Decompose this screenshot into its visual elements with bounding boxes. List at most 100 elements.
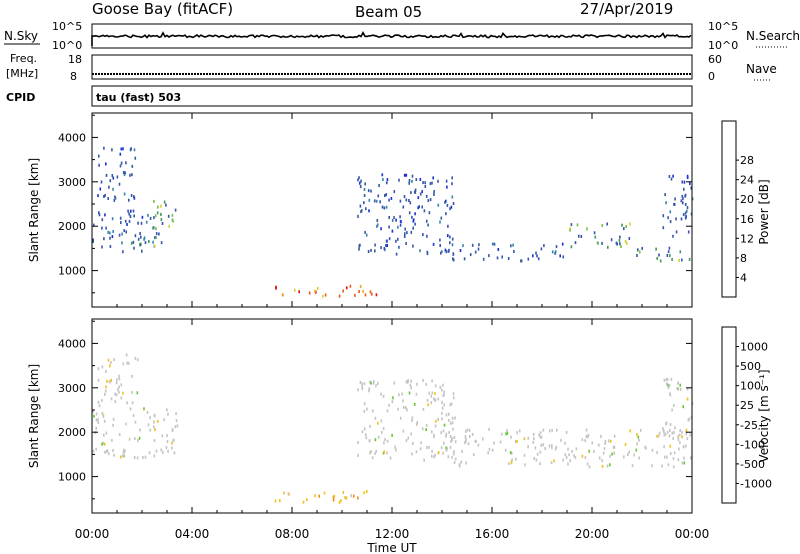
data-cell-1-0-28 xyxy=(166,434,168,438)
data-cell-1-3-78 xyxy=(407,436,410,440)
data-cell-0-9-28 xyxy=(672,234,674,238)
data-cell-0-5-115 xyxy=(417,196,420,200)
data-cell-1-3-117 xyxy=(428,445,430,449)
data-cell-1-3-32 xyxy=(448,412,450,416)
data-cell-0-3-36 xyxy=(111,174,114,177)
data-cell-0-3-15 xyxy=(131,164,134,168)
data-cell-1-0-29 xyxy=(176,424,179,428)
data-cell-0-5-23 xyxy=(405,242,407,245)
data-cell-1-0-16 xyxy=(95,418,98,422)
data-cell-0-0-0 xyxy=(137,237,140,241)
data-cell-0-9-17 xyxy=(683,180,686,184)
x-axis-label: Time UT xyxy=(366,541,417,554)
data-cell-0-3-17 xyxy=(119,164,122,168)
data-cell-1-3-110 xyxy=(368,387,371,391)
data-cell-1-0-15 xyxy=(112,417,115,421)
data-cell-0-6-37 xyxy=(478,243,480,247)
data-cell-1-3-7 xyxy=(442,451,444,455)
data-cell-0-0-1 xyxy=(161,222,164,225)
data-cell-1-4-31 xyxy=(679,428,681,432)
data-cell-0-8-4 xyxy=(669,254,671,258)
data-cell-1-3-109 xyxy=(361,382,363,386)
data-cell-1-4-63 xyxy=(562,458,564,462)
data-cell-0-4-17 xyxy=(358,290,360,293)
data-cell-0-3-5 xyxy=(120,147,123,151)
freq-unit: [MHz] xyxy=(6,67,38,80)
data-cell-0-7-9 xyxy=(615,241,618,245)
data-cell-1-5-27 xyxy=(669,423,672,426)
data-cell-0-2-3 xyxy=(168,224,170,228)
data-cell-1-0-59 xyxy=(134,437,136,441)
data-cell-0-5-26 xyxy=(383,206,386,210)
data-cell-1-4-125 xyxy=(449,445,452,449)
data-cell-1-0-84 xyxy=(107,452,110,456)
data-cell-1-4-71 xyxy=(499,440,502,444)
data-cell-0-4-5 xyxy=(316,287,319,290)
data-cell-0-0-38 xyxy=(137,221,139,225)
data-cell-0-9-10 xyxy=(691,197,694,201)
data-cell-0-3-20 xyxy=(130,194,133,197)
data-cell-1-3-107 xyxy=(392,396,394,400)
data-cell-0-5-3 xyxy=(359,181,361,185)
data-cell-1-1-40 xyxy=(136,391,139,395)
data-cell-1-4-181 xyxy=(453,461,456,464)
data-cell-1-2-10 xyxy=(344,496,346,499)
data-cell-1-4-98 xyxy=(550,461,553,465)
data-cell-0-6-11 xyxy=(463,257,466,261)
data-cell-0-6-42 xyxy=(520,259,523,263)
data-cell-0-0-23 xyxy=(123,229,125,233)
data-cell-0-5-31 xyxy=(419,178,422,181)
data-cell-1-4-117 xyxy=(458,463,461,467)
colorbar-frame-0 xyxy=(721,120,737,298)
data-cell-0-2-5 xyxy=(155,227,157,231)
data-cell-1-0-8 xyxy=(128,437,131,441)
data-cell-0-6-1 xyxy=(459,249,462,252)
data-cell-1-0-1 xyxy=(161,434,164,438)
data-cell-1-3-104 xyxy=(411,416,414,420)
data-cell-1-3-86 xyxy=(434,453,436,457)
data-cell-1-4-121 xyxy=(465,437,467,441)
data-cell-0-5-114 xyxy=(449,241,451,245)
data-cell-1-3-81 xyxy=(401,392,403,396)
data-cell-1-4-72 xyxy=(661,464,663,468)
data-cell-1-0-61 xyxy=(102,414,105,418)
data-cell-1-4-132 xyxy=(689,456,692,460)
data-cell-1-3-18 xyxy=(431,391,434,395)
data-cell-1-4-127 xyxy=(585,428,588,432)
data-cell-1-1-22 xyxy=(114,400,116,404)
data-cell-0-5-130 xyxy=(399,199,402,203)
data-cell-1-3-19 xyxy=(426,399,429,402)
data-cell-0-0-22 xyxy=(141,249,143,253)
beam-title: Beam 05 xyxy=(355,3,422,21)
data-cell-1-0-68 xyxy=(153,454,156,458)
data-cell-1-4-5 xyxy=(533,457,535,460)
data-cell-1-3-25 xyxy=(430,454,433,458)
data-cell-1-4-146 xyxy=(454,457,457,461)
data-cell-0-6-5 xyxy=(501,255,503,259)
data-cell-0-5-28 xyxy=(399,223,402,227)
data-cell-1-0-13 xyxy=(124,449,126,453)
data-cell-1-5-12 xyxy=(665,421,668,425)
data-cell-1-5-28 xyxy=(687,418,690,422)
data-cell-0-7-24 xyxy=(618,238,621,242)
data-cell-1-3-3 xyxy=(375,449,377,453)
data-cell-0-2-17 xyxy=(163,200,166,204)
data-cell-0-2-7 xyxy=(157,205,159,209)
colorbar-tick-label-1-1: 500 xyxy=(740,360,761,373)
data-cell-0-5-119 xyxy=(419,249,421,253)
data-cell-0-5-129 xyxy=(400,220,402,224)
data-cell-1-3-41 xyxy=(453,396,455,400)
data-cell-1-3-63 xyxy=(425,382,427,386)
data-cell-1-3-125 xyxy=(440,431,442,435)
data-cell-1-5-1 xyxy=(667,383,669,387)
data-cell-0-5-121 xyxy=(363,188,366,191)
data-cell-0-3-7 xyxy=(123,192,126,196)
data-cell-1-0-81 xyxy=(112,423,114,427)
power-heatmap xyxy=(92,146,694,298)
data-cell-1-1-42 xyxy=(136,358,139,362)
power-axes: 1000 2000 3000 4000 xyxy=(58,113,693,307)
data-cell-1-1-23 xyxy=(113,358,115,362)
data-cell-1-3-21 xyxy=(425,423,428,427)
power-colorbar: 4 8 12 16 20 24 28 xyxy=(721,120,754,298)
data-cell-1-0-43 xyxy=(129,407,132,411)
